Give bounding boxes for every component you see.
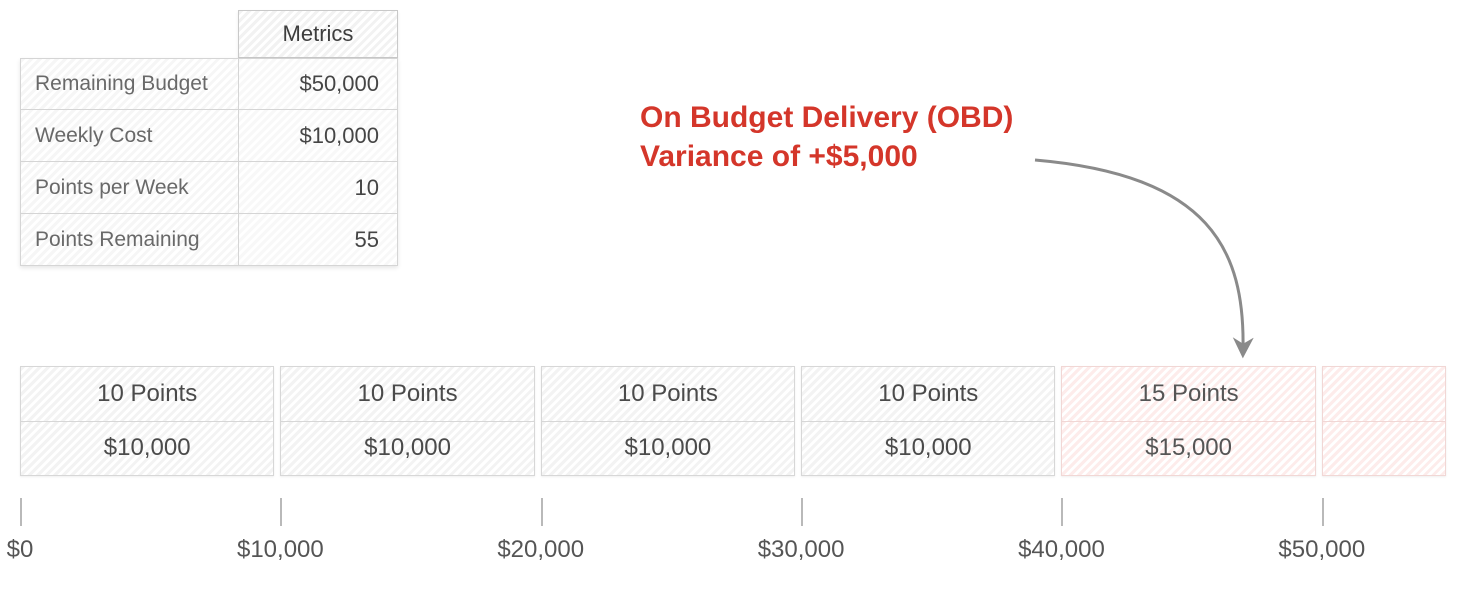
axis-label: $20,000 bbox=[497, 536, 584, 564]
segment-points: 10 Points bbox=[541, 366, 795, 422]
budget-segment: 10 Points$10,000 bbox=[801, 366, 1055, 476]
segment-points: 10 Points bbox=[280, 366, 534, 422]
axis-label: $10,000 bbox=[237, 536, 324, 564]
segment-cost: $10,000 bbox=[541, 422, 795, 477]
segment-cost: $15,000 bbox=[1061, 422, 1315, 477]
axis-tick bbox=[280, 498, 282, 526]
axis-label: $0 bbox=[7, 536, 34, 564]
axis-tick bbox=[541, 498, 543, 526]
segment-points bbox=[1322, 366, 1446, 422]
axis-tick bbox=[1322, 498, 1324, 526]
budget-segment: 15 Points$15,000 bbox=[1061, 366, 1315, 476]
segment-cost: $10,000 bbox=[801, 422, 1055, 477]
axis-tick bbox=[801, 498, 803, 526]
axis-tick bbox=[20, 498, 22, 526]
segment-cost: $10,000 bbox=[20, 422, 274, 477]
segment-points: 10 Points bbox=[801, 366, 1055, 422]
budget-overflow-segment bbox=[1322, 366, 1446, 476]
diagram-stage: Metrics Remaining Budget $50,000 Weekly … bbox=[0, 0, 1472, 592]
axis-label: $50,000 bbox=[1278, 536, 1365, 564]
budget-bar-track: 10 Points$10,00010 Points$10,00010 Point… bbox=[20, 366, 1452, 478]
budget-segment: 10 Points$10,000 bbox=[20, 366, 274, 476]
segment-points: 10 Points bbox=[20, 366, 274, 422]
axis-tick bbox=[1061, 498, 1063, 526]
callout-arrow bbox=[0, 0, 1472, 592]
budget-segment: 10 Points$10,000 bbox=[541, 366, 795, 476]
segment-points: 15 Points bbox=[1061, 366, 1315, 422]
budget-segment: 10 Points$10,000 bbox=[280, 366, 534, 476]
axis-label: $30,000 bbox=[758, 536, 845, 564]
segment-cost: $10,000 bbox=[280, 422, 534, 477]
segment-cost bbox=[1322, 422, 1446, 477]
axis-label: $40,000 bbox=[1018, 536, 1105, 564]
